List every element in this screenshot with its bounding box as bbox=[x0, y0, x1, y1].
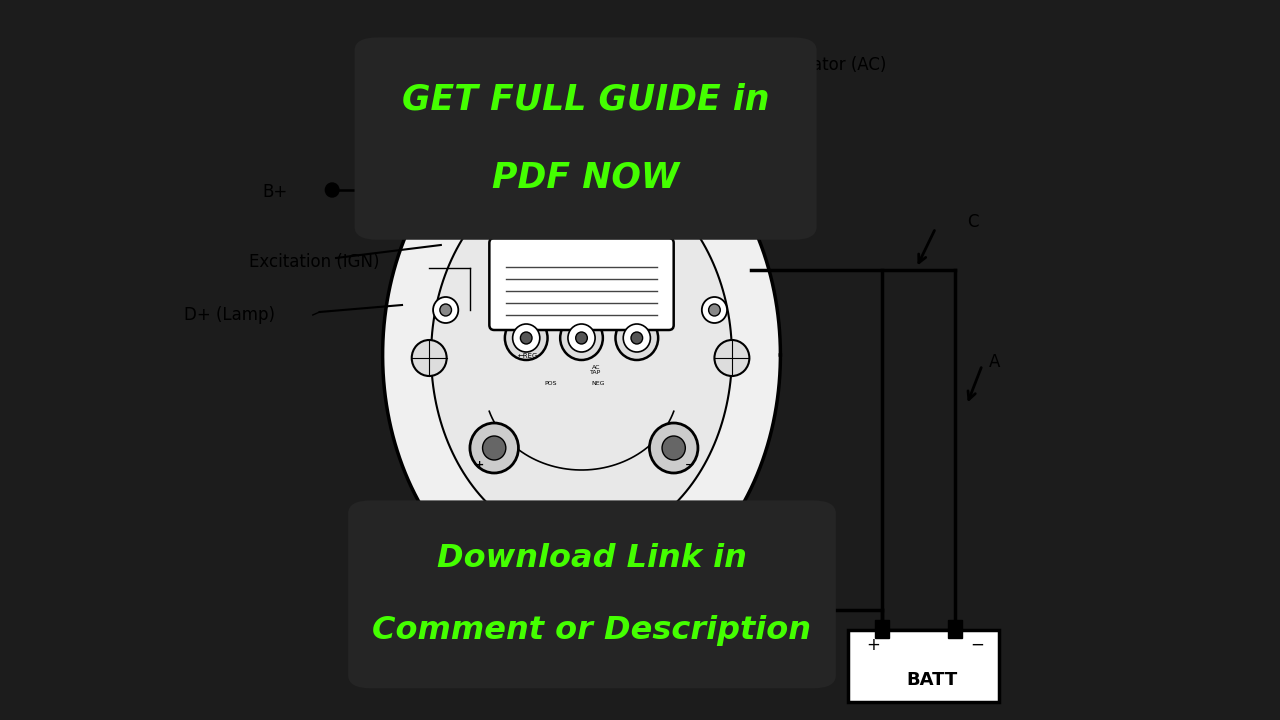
Polygon shape bbox=[383, 100, 781, 610]
Circle shape bbox=[662, 436, 685, 460]
Text: C: C bbox=[966, 213, 978, 231]
Circle shape bbox=[521, 332, 532, 344]
Polygon shape bbox=[431, 165, 732, 545]
Circle shape bbox=[440, 304, 452, 316]
Circle shape bbox=[576, 332, 588, 344]
Circle shape bbox=[433, 297, 458, 323]
Text: B+: B+ bbox=[262, 183, 288, 201]
Text: ←REG: ←REG bbox=[518, 353, 539, 359]
Circle shape bbox=[557, 549, 607, 601]
Text: GET FULL GUIDE in: GET FULL GUIDE in bbox=[402, 83, 769, 117]
Circle shape bbox=[631, 332, 643, 344]
Circle shape bbox=[325, 183, 339, 197]
Text: AC
TAP: AC TAP bbox=[590, 365, 602, 375]
Text: D+ (Lamp): D+ (Lamp) bbox=[184, 306, 275, 324]
Text: C: C bbox=[576, 40, 588, 58]
Text: PDF NOW: PDF NOW bbox=[492, 161, 680, 194]
Circle shape bbox=[649, 423, 698, 473]
Circle shape bbox=[412, 340, 447, 376]
Text: NEG: NEG bbox=[591, 381, 604, 386]
Circle shape bbox=[616, 316, 658, 360]
Circle shape bbox=[623, 324, 650, 352]
Text: −: − bbox=[685, 460, 695, 470]
Circle shape bbox=[483, 436, 506, 460]
Circle shape bbox=[701, 297, 727, 323]
Text: +: + bbox=[865, 636, 879, 654]
Text: Download Link in: Download Link in bbox=[436, 543, 748, 575]
Text: A: A bbox=[989, 353, 1001, 371]
Bar bbox=[948, 620, 961, 638]
FancyBboxPatch shape bbox=[489, 238, 673, 330]
Bar bbox=[876, 620, 890, 638]
Circle shape bbox=[568, 324, 595, 352]
Circle shape bbox=[709, 304, 721, 316]
Text: +: + bbox=[475, 460, 484, 470]
Circle shape bbox=[504, 316, 548, 360]
Text: Excitation (IGN): Excitation (IGN) bbox=[248, 253, 379, 271]
Text: A: A bbox=[746, 541, 758, 559]
Text: −: − bbox=[970, 636, 984, 654]
Circle shape bbox=[570, 563, 593, 587]
Text: Comment or Description: Comment or Description bbox=[372, 614, 812, 646]
Circle shape bbox=[470, 423, 518, 473]
Circle shape bbox=[512, 324, 540, 352]
Text: Stator (AC): Stator (AC) bbox=[795, 56, 886, 74]
Text: BATT: BATT bbox=[906, 671, 957, 689]
Circle shape bbox=[561, 316, 603, 360]
Text: REDI-NAMU®: REDI-NAMU® bbox=[558, 233, 605, 238]
Text: POS: POS bbox=[545, 381, 557, 386]
Bar bbox=[849, 630, 998, 702]
Circle shape bbox=[714, 340, 749, 376]
